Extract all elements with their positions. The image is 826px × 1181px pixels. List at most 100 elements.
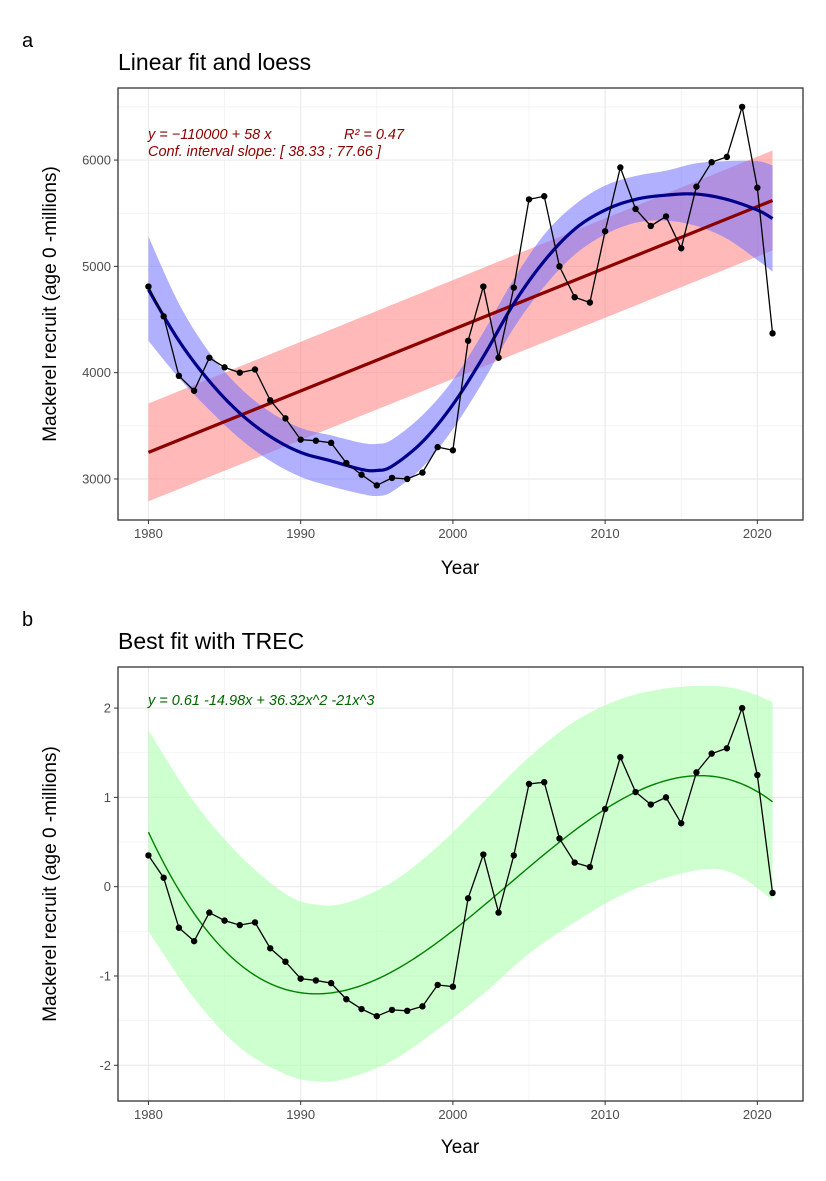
y-axis-label: Mackerel recruit (age 0 -millions): [40, 746, 61, 1022]
data-point: [525, 196, 533, 203]
data-point: [434, 981, 441, 989]
data-point: [297, 436, 304, 443]
y-tick-label: 2: [104, 701, 111, 716]
cubic-fit-line: [147, 774, 773, 995]
data-point: [678, 820, 685, 827]
data-point: [206, 354, 213, 361]
chart-title: Linear fit and loess: [118, 49, 311, 75]
data-point: [769, 330, 776, 337]
data-point: [145, 852, 152, 859]
data-point: [647, 801, 654, 808]
data-point: [510, 284, 517, 291]
data-point: [373, 1012, 380, 1020]
data-point: [190, 387, 198, 394]
data-point: [708, 158, 715, 166]
data-point: [358, 1005, 365, 1013]
data-point: [404, 1007, 411, 1015]
equation-annotation: y = 0.61 -14.98x + 36.32x^2 -21x^3: [147, 693, 374, 709]
x-tick-label: 1990: [286, 1107, 315, 1122]
data-point: [419, 469, 426, 476]
data-point: [586, 299, 594, 306]
data-layer: [145, 685, 776, 1082]
plot-area: 1980 1990 2000 2010 2020 -2 -1 0 1 2: [99, 666, 804, 1122]
data-point: [388, 474, 396, 482]
x-tick-label: 2010: [591, 1107, 620, 1122]
panel-b: 1980 1990 2000 2010 2020 -2 -1 0 1 2 b Best fit w…: [22, 609, 804, 1158]
plot-area: 1980 1990 2000 2010 2020 3000 4000 5000 6000: [82, 87, 804, 541]
data-point: [678, 245, 685, 252]
data-point: [175, 924, 183, 931]
data-point: [206, 909, 213, 916]
data-point: [464, 895, 472, 902]
data-point: [449, 447, 457, 454]
data-point: [343, 995, 350, 1003]
data-point: [586, 863, 594, 871]
y-tick-label: -1: [99, 968, 111, 983]
data-point: [221, 364, 228, 371]
x-tick-label: 1980: [134, 1107, 163, 1122]
data-point: [723, 745, 731, 752]
data-point: [525, 780, 533, 788]
data-point: [236, 921, 243, 929]
data-point: [769, 889, 776, 897]
data-point: [160, 874, 167, 881]
data-point: [708, 750, 715, 757]
x-axis-label: Year: [441, 558, 480, 579]
data-point: [738, 103, 746, 111]
data-point: [556, 835, 563, 842]
linear-fit-line: [147, 198, 774, 454]
x-tick-label: 2000: [438, 526, 467, 541]
x-tick-label: 2020: [743, 526, 772, 541]
x-tick-label: 2010: [591, 526, 620, 541]
y-tick-label: 5000: [82, 259, 111, 274]
data-point: [434, 443, 441, 451]
plot-border: [117, 666, 804, 1102]
y-tick-label: -2: [99, 1058, 111, 1073]
panel-tag: a: [22, 30, 34, 52]
data-point: [480, 283, 487, 290]
x-axis-label: Year: [441, 1137, 480, 1158]
y-tick-label: 6000: [82, 153, 111, 168]
data-point: [282, 958, 289, 965]
data-point: [510, 852, 517, 859]
data-point: [601, 805, 609, 813]
confidence-interval-annotation: Conf. interval slope: [ 38.33 ; 77.66 ]: [148, 144, 382, 160]
data-point: [541, 778, 548, 786]
panel-tag: b: [22, 609, 33, 631]
data-point: [282, 415, 289, 422]
equation-annotation: y = −110000 + 58 x: [147, 127, 272, 143]
data-point: [190, 937, 198, 945]
data-point: [693, 769, 700, 776]
panel-a: 1980 1990 2000 2010 2020 3000 4000 5000 6000 a L…: [22, 30, 804, 579]
cubic-fit-confidence-band: [148, 685, 773, 1082]
data-point: [571, 293, 578, 301]
y-tick-label: 3000: [82, 471, 111, 486]
y-axis-label: Mackerel recruit (age 0 -millions): [40, 166, 61, 442]
data-point: [541, 193, 548, 200]
data-point: [251, 919, 259, 926]
data-point: [404, 475, 411, 483]
data-point: [556, 263, 563, 270]
data-point: [632, 788, 639, 796]
y-tick-label: 1: [104, 790, 111, 805]
data-point: [221, 917, 228, 924]
data-point: [236, 369, 243, 376]
data-point: [617, 753, 624, 761]
data-point: [312, 977, 320, 984]
data-point: [738, 704, 746, 712]
data-point: [495, 354, 502, 361]
data-point: [175, 372, 183, 380]
data-point: [373, 482, 380, 489]
data-point: [145, 283, 152, 290]
data-point: [251, 366, 259, 373]
y-tick-label: 0: [104, 879, 111, 894]
data-point: [327, 979, 335, 987]
data-point: [388, 1006, 396, 1014]
data-point: [480, 851, 487, 858]
data-point: [571, 859, 578, 866]
loess-line: [147, 192, 774, 473]
data-point: [693, 183, 700, 190]
data-layer: [145, 103, 776, 502]
data-point: [327, 439, 335, 447]
